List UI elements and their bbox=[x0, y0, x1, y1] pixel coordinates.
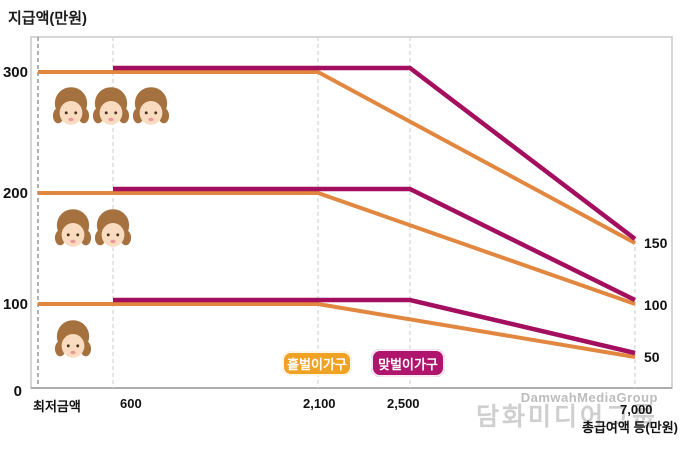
series-line-dual-1 bbox=[113, 297, 636, 356]
child-face-icon bbox=[92, 87, 130, 125]
watermark: DamwahMediaGroup 담화미디어그룹 bbox=[476, 390, 658, 430]
x-tick-600: 600 bbox=[120, 396, 142, 411]
child-face-icon bbox=[52, 87, 90, 125]
series-line-single-2 bbox=[38, 191, 636, 306]
y-tick-200: 200 bbox=[2, 185, 28, 202]
series-line-dual-2 bbox=[113, 186, 636, 303]
children-icons-1 bbox=[54, 317, 92, 369]
children-icons-3 bbox=[52, 84, 170, 136]
end-label-50: 50 bbox=[644, 349, 660, 365]
legend-dual-income-label: 맞벌이가구 bbox=[378, 356, 438, 372]
child-face-icon bbox=[94, 209, 132, 247]
children-icons-2 bbox=[54, 206, 132, 258]
watermark-text-ko: 담화미디어그룹 bbox=[475, 403, 658, 431]
y-axis-title: 지급액(만원) bbox=[8, 10, 87, 27]
y-tick-300: 300 bbox=[2, 64, 28, 81]
x-tick-2500: 2,500 bbox=[387, 396, 420, 411]
legend-single-income: 홑벌이가구 bbox=[282, 351, 352, 376]
x-axis-title: 총급여액 등(만원) bbox=[582, 420, 678, 435]
watermark-text-en: DamwahMediaGroup bbox=[520, 390, 658, 405]
legend-single-income-label: 홑벌이가구 bbox=[287, 357, 347, 372]
child-face-icon bbox=[54, 320, 92, 358]
x-tick-2100: 2,100 bbox=[303, 396, 336, 411]
end-label-150: 150 bbox=[644, 235, 668, 251]
series-line-dual-3 bbox=[113, 65, 637, 241]
series-line-single-3 bbox=[38, 70, 636, 245]
series-lines bbox=[38, 65, 637, 359]
x-tick-7000: 7,000 bbox=[620, 402, 653, 417]
series-line-single-1 bbox=[38, 302, 636, 359]
end-label-100: 100 bbox=[644, 297, 668, 313]
y-tick-100: 100 bbox=[2, 296, 28, 313]
legend-dual-income: 맞벌이가구 bbox=[371, 349, 445, 377]
x-tick-minimum: 최저금액 bbox=[33, 399, 81, 414]
child-face-icon bbox=[132, 87, 170, 125]
child-face-icon bbox=[54, 209, 92, 247]
y-tick-0: 0 bbox=[13, 383, 22, 400]
